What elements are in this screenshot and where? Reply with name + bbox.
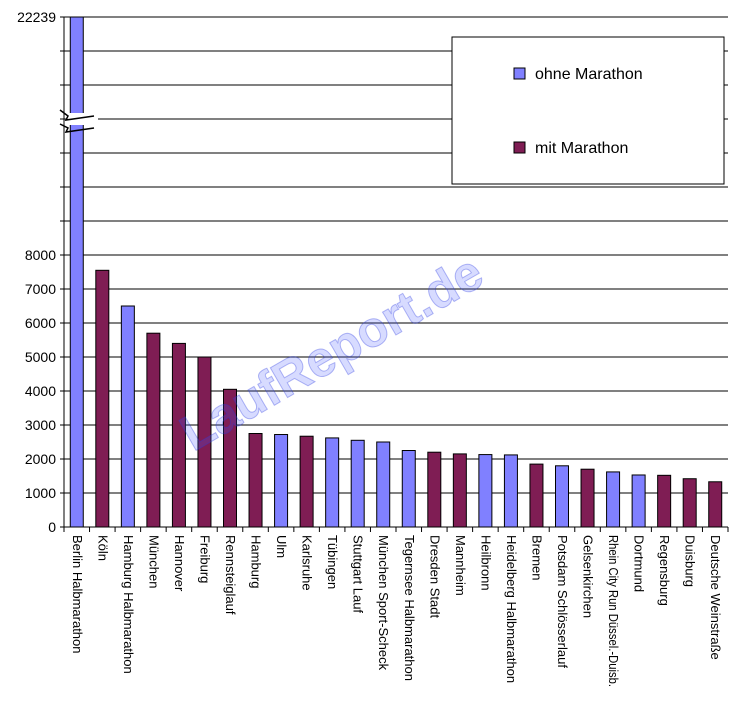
x-category-label: Mannheim xyxy=(453,535,468,596)
bar-14 xyxy=(401,450,416,528)
bar-25 xyxy=(682,478,697,528)
bar-26 xyxy=(708,481,723,528)
x-category-label: München xyxy=(146,535,161,588)
y-tick-labels: 0 1000 2000 3000 4000 5000 6000 7000 8000 22239 xyxy=(17,9,56,535)
watermark-text: LaufReport.de xyxy=(171,244,493,462)
x-category-label: Rhein City Run Düssel.-Duisb. xyxy=(606,535,621,687)
axis-break-marker xyxy=(59,109,98,133)
bar-12 xyxy=(350,439,365,528)
bar-4 xyxy=(146,332,161,528)
bar-13 xyxy=(376,441,391,528)
x-category-label: Hamburg xyxy=(249,535,264,588)
bar-3 xyxy=(120,305,135,528)
x-category-label: Dresden Stadt xyxy=(427,535,442,618)
bar-18 xyxy=(503,454,518,528)
y-top-label: 22239 xyxy=(17,9,56,25)
x-category-label: Potsdam Schlösserlauf xyxy=(555,535,570,668)
y-tick-label: 0 xyxy=(48,519,56,535)
x-category-label: Deutsche Weinstraße xyxy=(708,535,723,660)
y-tick-label: 1000 xyxy=(25,485,56,501)
x-category-label: Berlin Halbmarathon xyxy=(70,535,85,654)
x-category-label: Köln xyxy=(95,535,110,561)
legend-swatch-ohne-marathon xyxy=(513,67,526,80)
x-category-label: Karlsruhe xyxy=(300,535,315,591)
x-category-label: Tegernsee Halbmarathon xyxy=(402,535,417,681)
y-tick-label: 8000 xyxy=(25,247,56,263)
x-category-label: München Sport-Scheck xyxy=(376,535,391,671)
bar-2 xyxy=(95,269,110,528)
x-category-label: Duisburg xyxy=(683,535,698,587)
bar-24 xyxy=(657,474,672,528)
x-category-label: Dortmund xyxy=(632,535,647,592)
x-category-label: Hannover xyxy=(172,535,187,592)
bar-21 xyxy=(580,468,595,528)
x-category-label: Freiburg xyxy=(197,535,212,583)
bar-19 xyxy=(529,463,544,528)
bar-20 xyxy=(555,465,569,528)
bar-15 xyxy=(427,451,442,528)
x-category-label: Stuttgart Lauf xyxy=(351,535,366,613)
bar-17 xyxy=(478,454,493,528)
bars xyxy=(69,16,723,528)
legend-box xyxy=(451,36,725,185)
legend-swatch-mit-marathon xyxy=(513,141,526,154)
bar-8 xyxy=(248,433,263,528)
bar-11 xyxy=(325,437,340,528)
x-category-label: Rennsteiglauf xyxy=(223,535,238,615)
x-category-label: Gelsenkirchen xyxy=(581,535,596,618)
x-category-label: Ulm xyxy=(274,535,289,558)
x-category-label: Heilbronn xyxy=(478,535,493,591)
x-category-label: Regensburg xyxy=(657,535,672,606)
bar-16 xyxy=(452,453,467,528)
y-tick-label: 6000 xyxy=(25,315,56,331)
break-line-upper xyxy=(59,109,95,121)
legend-label-mit-marathon: mit Marathon xyxy=(535,140,628,157)
bar-10 xyxy=(299,435,314,528)
y-tick-label: 3000 xyxy=(25,417,56,433)
legend-label-ohne-marathon: ohne Marathon xyxy=(535,66,643,83)
x-category-label: Tübingen xyxy=(325,535,340,589)
bar-22 xyxy=(606,471,621,528)
x-category-label: Heidelberg Halbmarathon xyxy=(504,535,519,683)
bar-9 xyxy=(274,434,289,528)
bar-1 xyxy=(69,16,84,528)
y-tick-label: 4000 xyxy=(25,383,56,399)
axes xyxy=(60,16,729,532)
y-tick-label: 5000 xyxy=(25,349,56,365)
x-category-label: Hamburg Halbmarathon xyxy=(121,535,136,674)
y-tick-label: 7000 xyxy=(25,281,56,297)
x-category-label: Bremen xyxy=(529,535,544,581)
y-tick-label: 2000 xyxy=(25,451,56,467)
x-tick-labels: Berlin Halbmarathon Köln Hamburg Halbmarat… xyxy=(70,535,723,687)
bar-23 xyxy=(631,474,646,528)
break-line-lower xyxy=(59,123,95,133)
legend: ohne Marathon mit Marathon xyxy=(451,36,725,185)
